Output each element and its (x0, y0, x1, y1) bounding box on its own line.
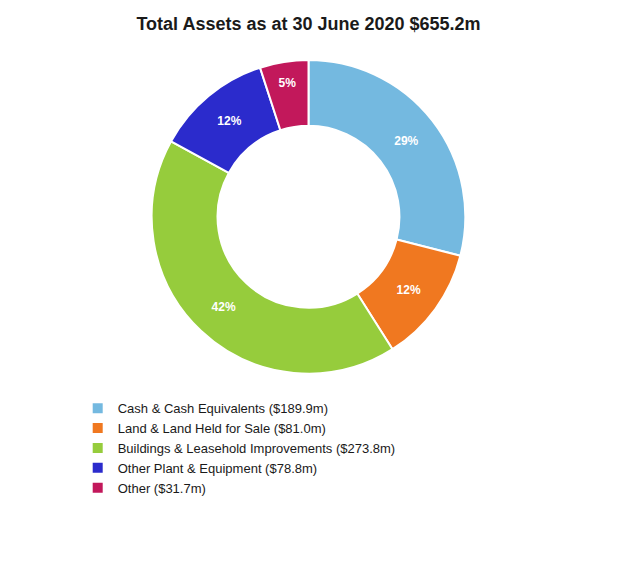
svg-text:Land & Land Held for Sale ($81: Land & Land Held for Sale ($81.0m) (118, 421, 326, 436)
svg-text:5%: 5% (278, 76, 296, 90)
svg-text:12%: 12% (397, 283, 421, 297)
svg-text:29%: 29% (394, 134, 418, 148)
svg-text:Cash & Cash Equivalents ($189.: Cash & Cash Equivalents ($189.9m) (118, 401, 328, 416)
svg-text:Other Plant & Equipment ($78.8: Other Plant & Equipment ($78.8m) (118, 461, 317, 476)
svg-text:Total Assets as at 30 June 202: Total Assets as at 30 June 2020 $655.2m (136, 14, 480, 34)
svg-text:12%: 12% (217, 114, 241, 128)
svg-text:Other ($31.7m): Other ($31.7m) (118, 481, 206, 496)
svg-text:42%: 42% (212, 300, 236, 314)
svg-text:Buildings & Leasehold Improvem: Buildings & Leasehold Improvements ($273… (118, 441, 395, 456)
